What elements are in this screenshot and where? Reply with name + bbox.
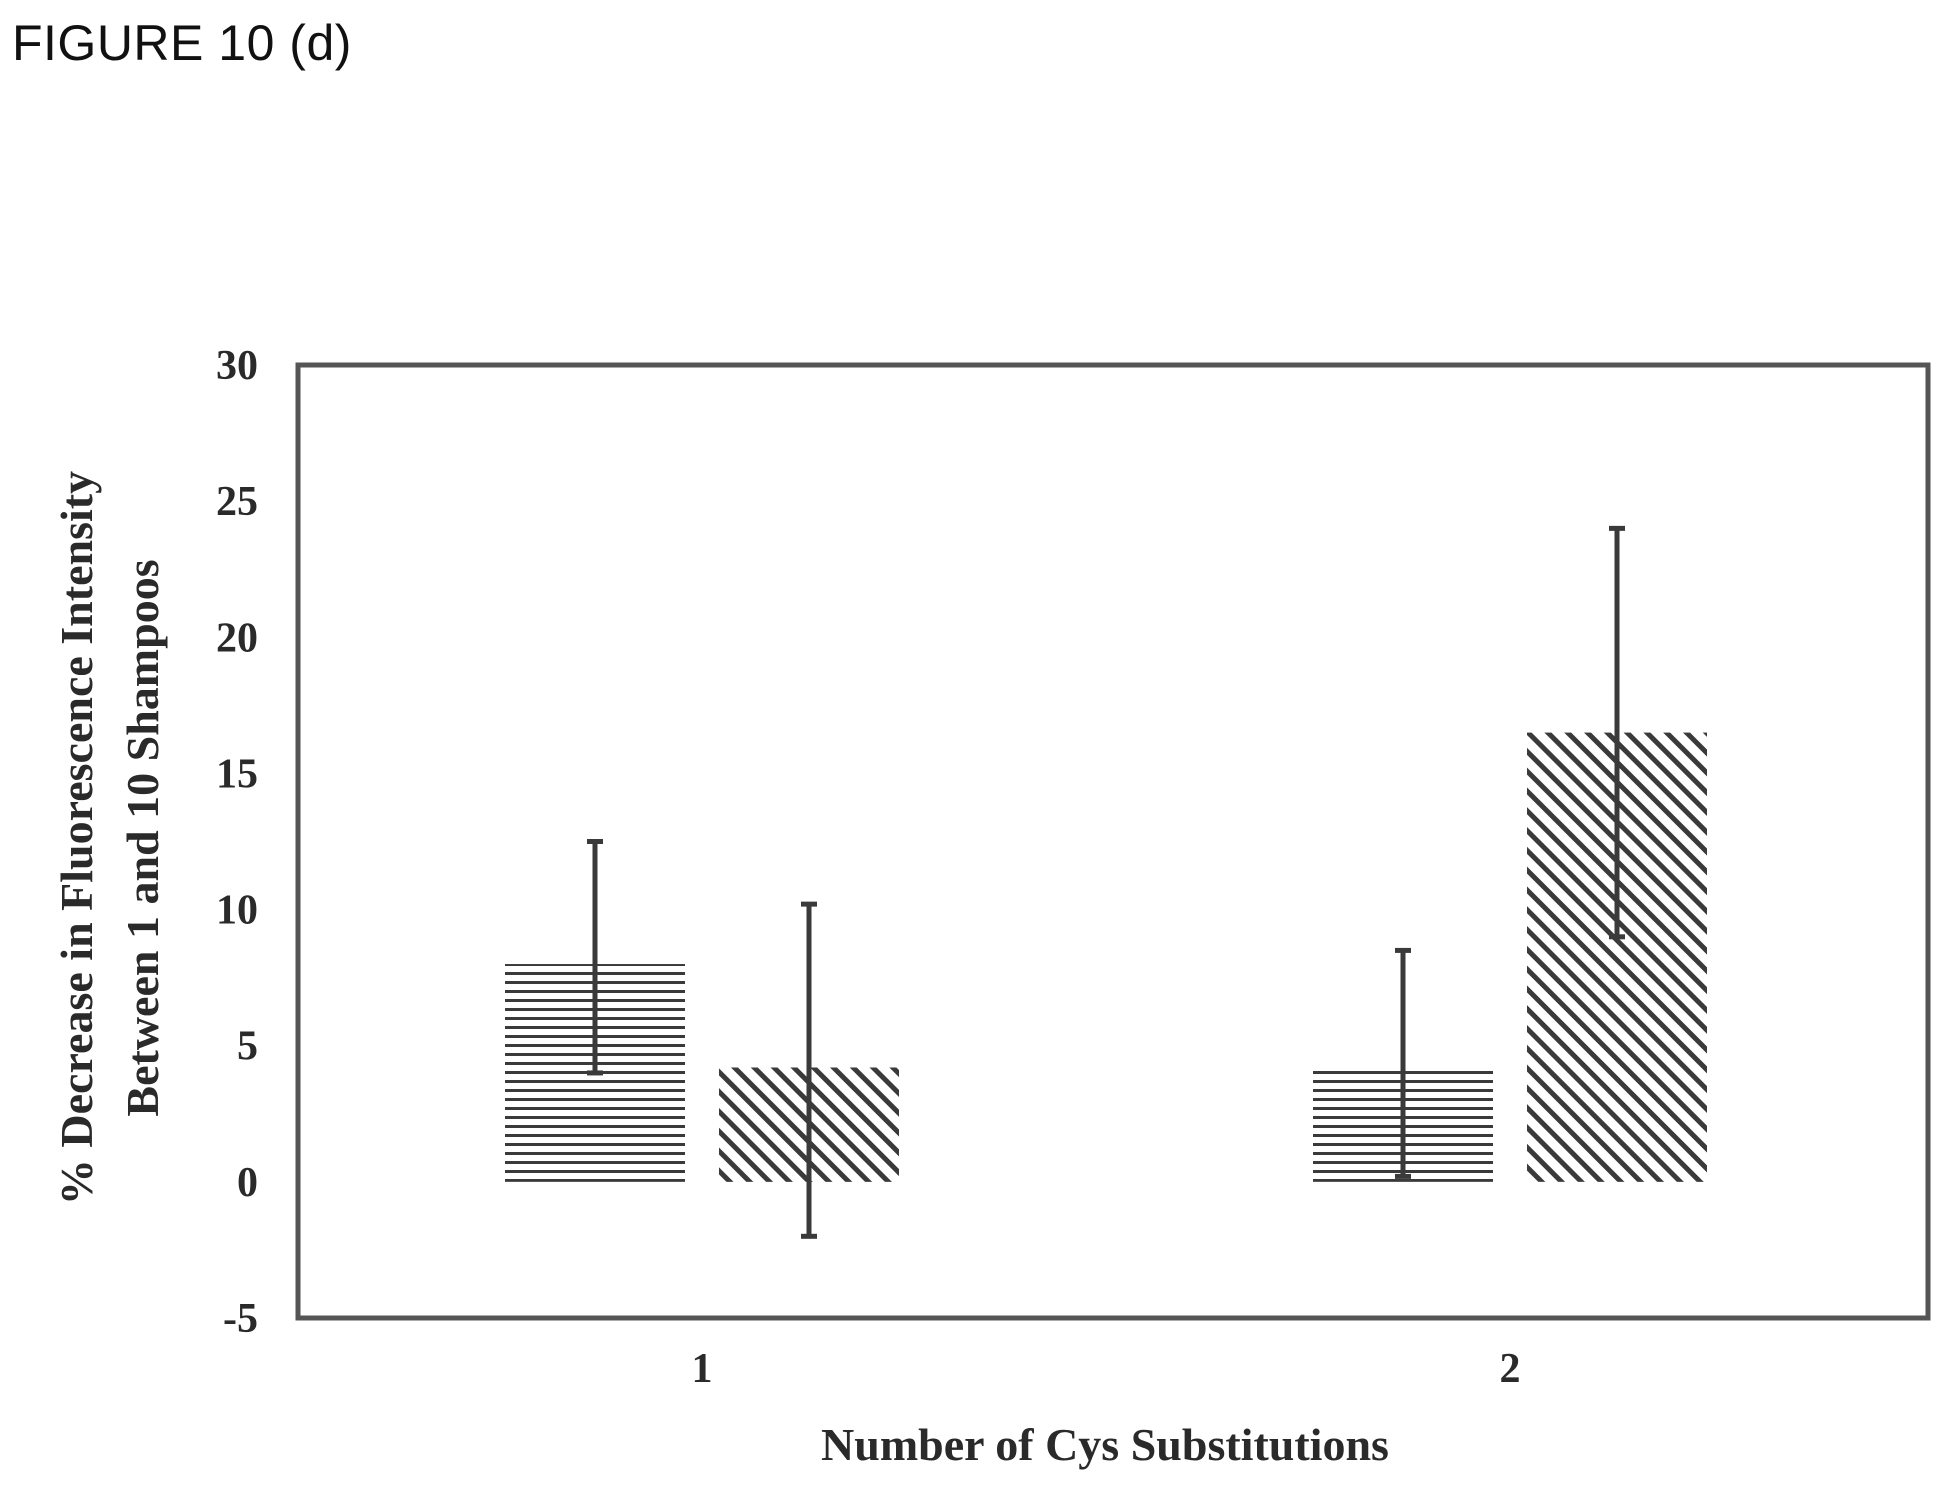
error-bars-group <box>587 525 1625 1239</box>
x-tick-label: 1 <box>692 1346 713 1392</box>
y-tick-label: 20 <box>216 615 258 661</box>
x-axis-title: Number of Cys Substitutions <box>821 1419 1389 1470</box>
y-tick-label: -5 <box>223 1296 258 1342</box>
plot-frame <box>295 362 1931 1321</box>
bars-group <box>505 732 1707 1182</box>
y-tick-label: 5 <box>237 1024 258 1070</box>
y-axis-ticks: 30 25 20 15 10 5 0 -5 <box>216 343 258 1342</box>
y-tick-label: 25 <box>216 479 258 525</box>
y-tick-label: 15 <box>216 751 258 797</box>
y-tick-label: 10 <box>216 888 258 934</box>
x-tick-label: 2 <box>1500 1346 1521 1392</box>
y-tick-label: 0 <box>237 1160 258 1206</box>
y-tick-label: 30 <box>216 343 258 389</box>
y-axis-title-line-1: % Decrease in Fluorescence Intensity <box>51 471 102 1205</box>
figure-label: FIGURE 10 (d) <box>12 15 352 71</box>
y-axis-title-line-2: Between 1 and 10 Shampoos <box>117 559 168 1116</box>
